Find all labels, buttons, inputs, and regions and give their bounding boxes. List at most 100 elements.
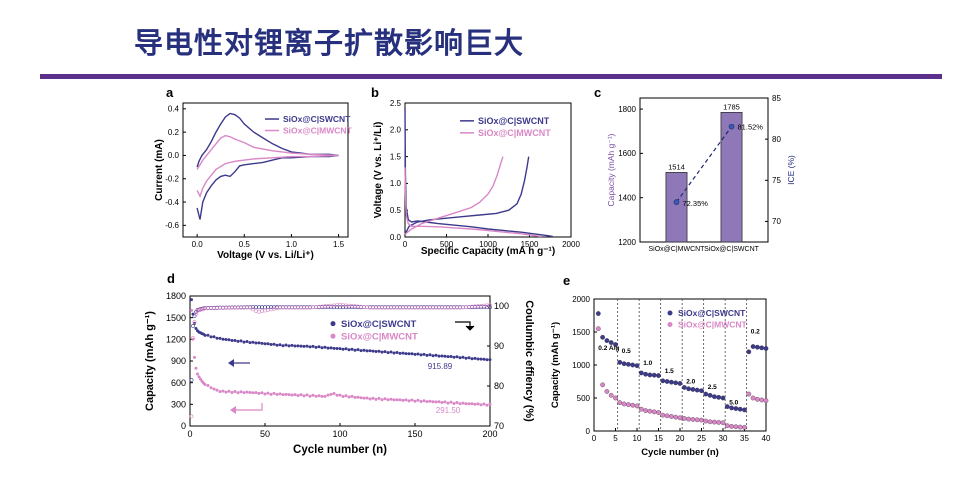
panel-d-ce-point (189, 414, 194, 419)
panel-d-ytick-label: 1500 (166, 313, 186, 323)
panel-e-ytick-label: 500 (577, 394, 591, 403)
panel-e-point (681, 416, 687, 421)
panel-d-capacity-point (350, 347, 354, 351)
panel-c-bar (665, 172, 688, 243)
panel-e-point (651, 372, 657, 378)
panel-d-capacity-point (485, 403, 489, 407)
panel-e-point (716, 420, 722, 425)
panel-e-point (647, 408, 653, 414)
panel-e-point (750, 344, 756, 349)
panel-d-capacity-point (476, 357, 480, 361)
panel-d-capacity-point (269, 343, 273, 346)
panel-e-point (656, 410, 661, 415)
panel-d-ce-point (257, 309, 261, 314)
panel-d-ce-point (488, 303, 492, 308)
panel-d-capacity-point (299, 344, 303, 348)
panel-e-point (613, 395, 618, 401)
panel-d-capacity-point (473, 402, 477, 406)
panel-a-xtick-label: 0.5 (239, 240, 251, 249)
panel-e-point (759, 397, 765, 403)
panel-e-point (737, 424, 743, 430)
panel-d-ce-point (263, 308, 267, 313)
slide-title: 导电性对锂离子扩散影响巨大 (134, 26, 525, 60)
panel-e-point (634, 403, 640, 409)
panel-d-capacity-point (371, 396, 375, 400)
panel-d-capacity-point (347, 348, 351, 352)
panel-d-capacity-point (344, 347, 348, 351)
panel-e-rate-label: 1.5 (665, 368, 674, 375)
panel-b-ytick-label: 2.0 (390, 126, 402, 135)
panel-e-point (630, 362, 636, 368)
panel-d-left-axis-arrow-mwcnt (232, 403, 263, 411)
panel-e-point (750, 395, 756, 401)
panel-d-capacity-point (374, 397, 378, 401)
panel-e-point (626, 402, 631, 407)
panel-d-capacity-point (287, 393, 291, 397)
panel-d-capacity-point (245, 390, 249, 394)
panel-d-capacity-point (242, 340, 246, 344)
panel-d-ce-point (251, 307, 255, 312)
panel-d-capacity-point (401, 398, 405, 402)
panel-e-xtick-label: 35 (740, 434, 749, 443)
panel-e-xtick-label: 0 (592, 434, 597, 443)
panel-d-capacity-point (251, 391, 255, 395)
panel-d-capacity-point (287, 344, 291, 348)
panel-e-point (626, 361, 631, 367)
panel-e-point (673, 414, 679, 420)
panel-d-capacity-point (455, 401, 459, 404)
panel-d-capacity-point (371, 349, 375, 353)
panel-b-ytick-label: 1.0 (390, 179, 402, 188)
panel-d-capacity-point (266, 342, 270, 346)
panel-d-capacity-point (302, 394, 306, 398)
panel-d-legend-marker (330, 321, 336, 327)
panel-e-point (613, 342, 618, 347)
panel-d-capacity-point (239, 390, 243, 394)
panel-e-point (664, 379, 670, 384)
panel-d-capacity-point (260, 391, 264, 395)
panel-d-capacity-point (194, 327, 198, 330)
panel-e-legend-label: SiOx@C|SWCNT (678, 308, 746, 318)
panel-c-y-axis-label: Capacity (mAh g⁻¹) (606, 133, 616, 206)
panel-d-capacity-point (410, 352, 414, 356)
panel-d-capacity-point (434, 400, 438, 404)
panel-a-legend-label: SiOx@C|MWCNT (283, 126, 353, 136)
panel-d-annotation-mwcnt: 291.50 (436, 406, 461, 415)
panel-d-capacity-point (230, 391, 234, 394)
panel-e-point (694, 417, 700, 423)
panel-d-capacity-point (356, 348, 360, 352)
panel-e-point (746, 349, 752, 355)
panel-c-bar-value-label: 1514 (668, 162, 685, 171)
panel-d-cycling-chart: 0 50 100 150 200 0 300 600 900 1200 1500 1800 70 80 90… (144, 291, 535, 456)
panel-d-capacity-point (365, 349, 369, 353)
panel-d-capacity-point (224, 390, 228, 394)
panel-e-xtick-label: 40 (762, 434, 771, 443)
panel-e-xtick-label: 15 (654, 434, 663, 443)
panel-e-point (608, 393, 614, 398)
panel-d-capacity-point (407, 399, 411, 403)
panel-d-capacity-point (335, 393, 339, 397)
panel-e-point (604, 389, 610, 394)
panel-d-ytick-label: 1200 (166, 334, 186, 344)
panel-e-point (712, 419, 717, 425)
panel-d-left-axis-arrowhead-swcnt (228, 359, 234, 367)
panel-d-capacity-point (404, 352, 408, 356)
panel-d-ce-point (191, 324, 195, 328)
panel-d-capacity-point (389, 350, 393, 354)
panel-d-xtick-label: 0 (187, 429, 192, 439)
panel-e-point (681, 385, 687, 390)
panel-e-ytick-label: 2000 (572, 295, 590, 304)
panel-d-capacity-point (431, 354, 435, 358)
panel-c-ytick-label: 1600 (618, 149, 636, 158)
panel-d-y2-axis-label: Coulumbic effiency (%) (523, 300, 535, 422)
panel-d-capacity-point (190, 308, 193, 312)
panel-d-capacity-point (227, 338, 231, 342)
panel-c-frame (639, 97, 769, 243)
panel-d-capacity-point (323, 394, 327, 398)
panel-d-capacity-point (317, 345, 321, 349)
panel-d-capacity-point (338, 393, 342, 397)
panel-d-capacity-point (365, 396, 369, 400)
panel-b-xtick-label: 0 (403, 240, 408, 249)
panel-e-point (733, 424, 739, 430)
panel-d-capacity-point (308, 345, 312, 349)
panel-d-capacity-point (425, 353, 429, 357)
